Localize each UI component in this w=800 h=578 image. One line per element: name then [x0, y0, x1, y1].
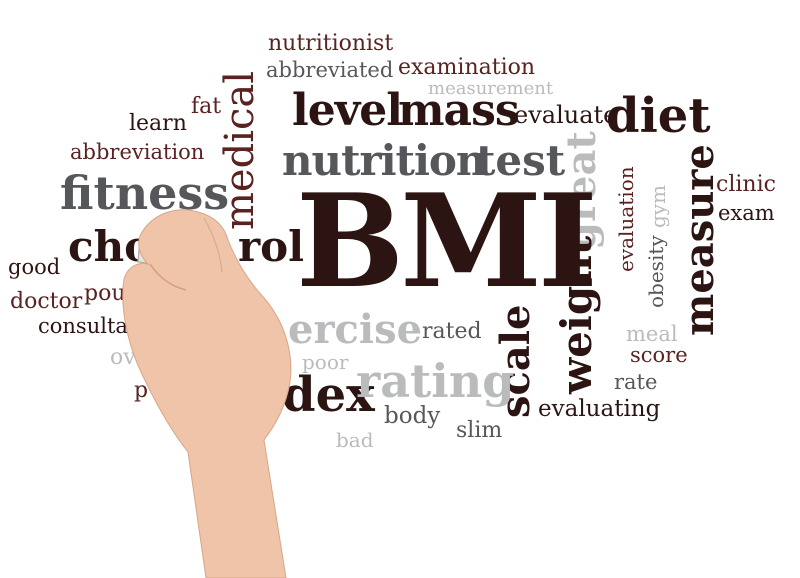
word-pou: pou [84, 283, 126, 305]
word-examination: examination [398, 57, 535, 79]
word-exam: exam [718, 203, 775, 224]
word-abbreviation: abbreviation [70, 142, 204, 163]
word-chol: chol [68, 226, 168, 268]
word-obesity: obesity [646, 235, 666, 308]
word-mass: mass [398, 89, 519, 133]
word-rated: rated [422, 321, 482, 343]
word-doctor: doctor [10, 291, 82, 313]
word-nutritionist: nutritionist [268, 33, 393, 55]
word-evaluation: evaluation [616, 166, 636, 272]
word-gym: gym [648, 185, 668, 228]
word-rate: rate [614, 372, 657, 393]
word-ov: ov [110, 347, 136, 369]
word-level: level [292, 89, 402, 133]
word-learn: learn [129, 113, 187, 135]
word-weight: weight [556, 236, 598, 394]
word-abbreviated: abbreviated [266, 60, 393, 81]
word-body: body [384, 405, 440, 428]
word-good: good [8, 257, 60, 278]
word-rol: rol [238, 226, 304, 268]
word-measure: measure [680, 144, 720, 336]
word-ercise: ercise [288, 310, 422, 350]
word-evaluating: evaluating [538, 398, 660, 421]
word-bmi: BMI [296, 178, 594, 306]
word-consulta: consulta [38, 316, 128, 337]
word-p: p [134, 380, 148, 402]
word-evaluate: evaluate [514, 103, 617, 127]
word-fat: fat [191, 96, 221, 118]
word-meal: meal [626, 324, 678, 345]
word-rating: rating [356, 358, 514, 404]
word-score: score [630, 345, 688, 366]
word-bad: bad [336, 430, 374, 450]
word-diet: diet [606, 92, 711, 140]
word-slim: slim [456, 420, 502, 442]
word-fitness: fitness [60, 170, 229, 216]
word-clinic: clinic [716, 174, 776, 196]
